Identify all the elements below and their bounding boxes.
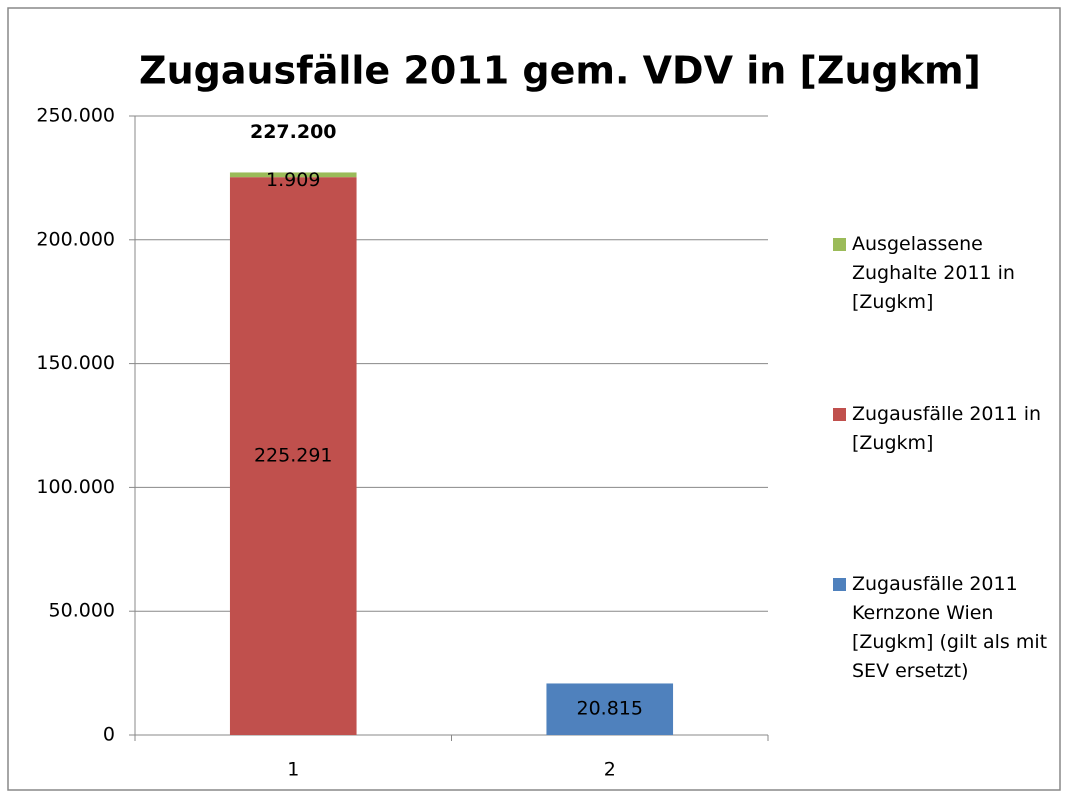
y-tick-label: 0 (103, 724, 115, 746)
bar-segment (229, 177, 357, 735)
data-label: 225.291 (254, 445, 333, 467)
legend-item: Zugausfälle 2011 in [Zugkm] (833, 400, 1061, 458)
legend-label: Ausgelassene Zughalte 2011 in [Zugkm] (852, 233, 1015, 313)
bar-segment (229, 172, 357, 178)
chart-title: Zugausfälle 2011 gem. VDV in [Zugkm] (139, 49, 981, 93)
y-tick-label: 200.000 (36, 228, 115, 250)
legend-swatch (833, 408, 846, 421)
y-tick-label: 50.000 (49, 600, 115, 622)
x-tick-label: 1 (287, 759, 299, 781)
legend-swatch (833, 578, 846, 591)
chart-border (7, 7, 1061, 791)
legend-swatch (833, 238, 846, 251)
legend-label: Zugausfälle 2011 Kernzone Wien [Zugkm] (… (852, 573, 1048, 682)
y-tick-label: 150.000 (36, 352, 115, 374)
bar-segment (546, 683, 674, 735)
data-label: 1.909 (266, 169, 320, 191)
legend-label: Zugausfälle 2011 in [Zugkm] (852, 403, 1042, 454)
total-label: 227.200 (250, 121, 337, 143)
y-tick-label: 100.000 (36, 476, 115, 498)
legend-item: Zugausfälle 2011 Kernzone Wien [Zugkm] (… (833, 570, 1061, 686)
x-tick-label: 2 (604, 759, 616, 781)
y-tick-label: 250.000 (36, 105, 115, 127)
legend-item: Ausgelassene Zughalte 2011 in [Zugkm] (833, 230, 1061, 317)
data-label: 20.815 (577, 698, 643, 720)
